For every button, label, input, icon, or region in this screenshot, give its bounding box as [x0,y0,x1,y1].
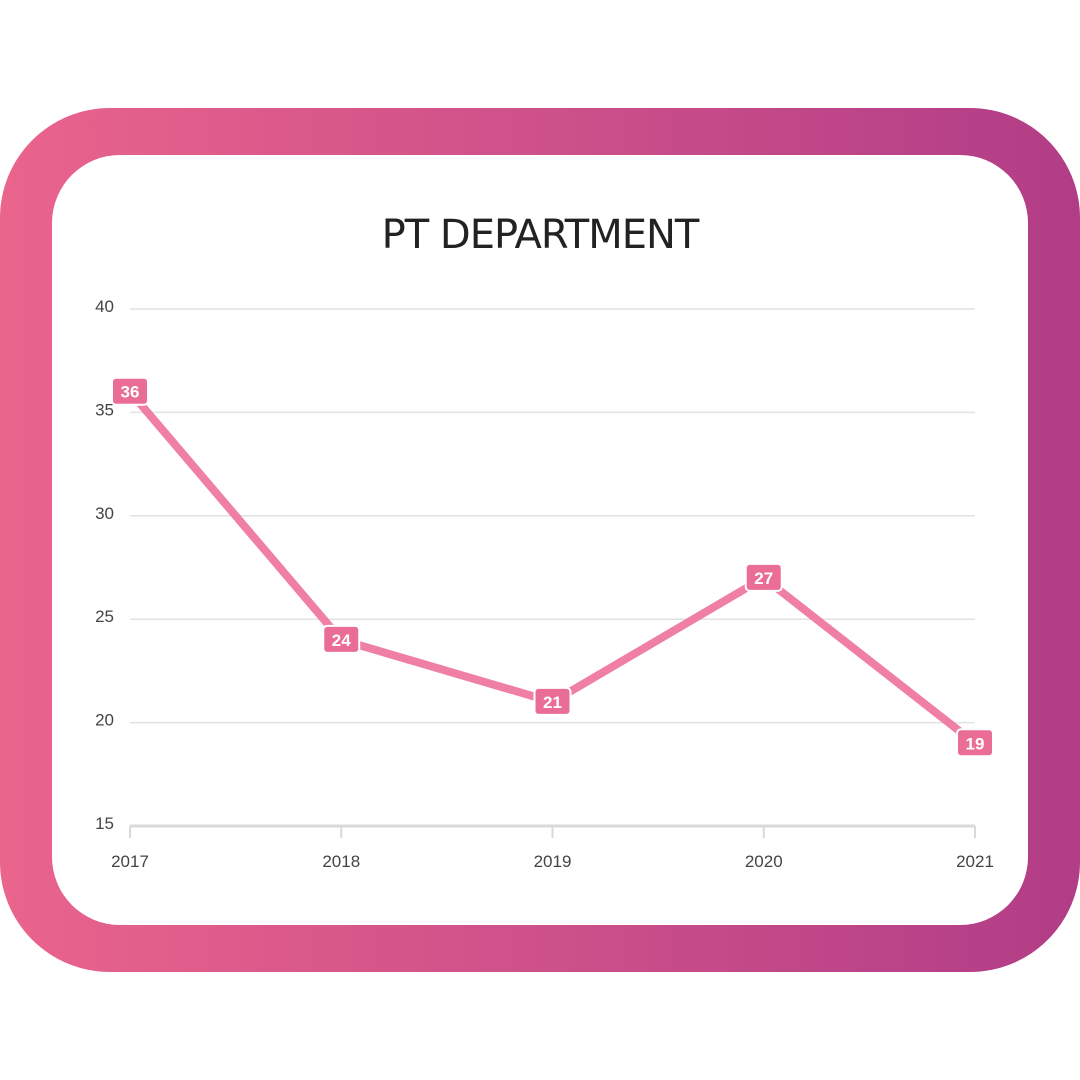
data-label-text: 27 [754,569,773,588]
y-tick-label: 25 [95,607,114,626]
data-label: 36 [111,376,149,406]
y-gridlines [130,308,975,828]
x-axis: 2017 2018 2019 2020 2021 [111,826,994,871]
x-tick-label: 2018 [322,852,360,871]
y-tick-label: 15 [95,814,114,833]
data-labels: 36 24 21 27 19 [111,376,994,758]
chart-panel [52,155,1028,925]
y-tick-label: 40 [95,297,114,316]
chart-title: PT DEPARTMENT [381,212,700,258]
data-label: 24 [322,624,361,654]
y-axis: 15 20 25 30 35 40 [95,297,114,833]
data-label-box [533,686,572,716]
data-label-text: 21 [543,693,562,712]
data-label-text: 24 [332,631,351,650]
x-tick-label: 2021 [956,852,994,871]
data-label-box [111,376,149,406]
data-label: 21 [533,686,572,716]
x-tick-label: 2020 [745,852,783,871]
y-tick-label: 20 [95,711,114,730]
data-label-box [744,562,783,592]
y-tick-label: 35 [95,400,114,419]
x-tick-label: 2019 [534,852,572,871]
data-label: 19 [956,728,994,758]
data-label-text: 36 [121,383,140,402]
y-tick-label: 30 [95,504,114,523]
data-label-box [322,624,361,654]
data-label-text: 19 [966,734,985,753]
x-tick-label: 2017 [111,852,149,871]
data-label-box [956,728,994,758]
data-label: 27 [744,562,783,592]
